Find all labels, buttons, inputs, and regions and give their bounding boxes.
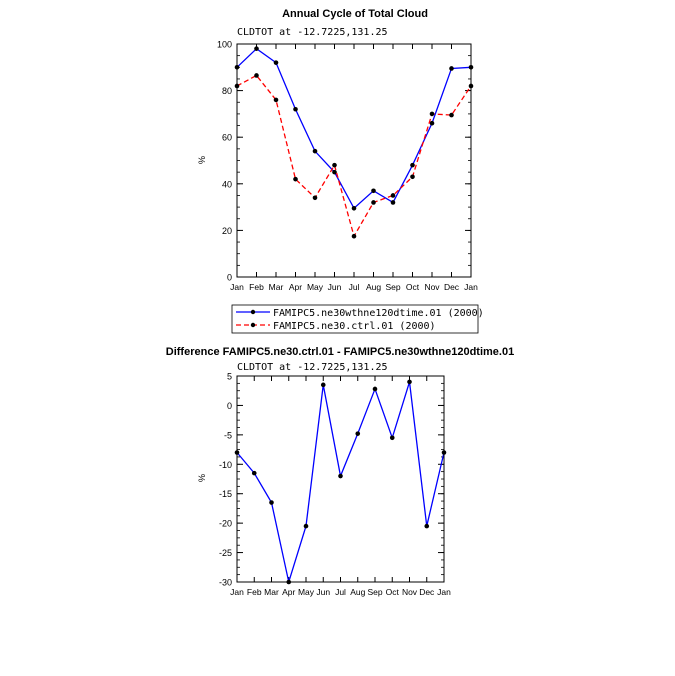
annual-cycle-chart: Annual Cycle of Total Cloud CLDTOT at -1…: [197, 8, 478, 292]
top-xtick-label: Feb: [249, 282, 264, 292]
top-series-1-point: [351, 233, 357, 239]
bottom-xtick-label: Apr: [282, 587, 295, 597]
bottom-ytick-label: -30: [219, 578, 232, 588]
bottom-xtick-label: Jun: [316, 587, 330, 597]
top-series-1-point: [273, 97, 279, 103]
top-xtick-label: Jul: [349, 282, 360, 292]
bottom-ytick-label: -5: [224, 430, 232, 440]
legend-item-red: FAMIPC5.ne30.ctrl.01 (2000): [236, 321, 436, 332]
top-xtick-label: Jan: [464, 282, 478, 292]
top-chart-subtitle: CLDTOT at -12.7225,131.25: [237, 27, 388, 38]
legend-label-red: FAMIPC5.ne30.ctrl.01 (2000): [273, 321, 436, 332]
top-ytick-label: 60: [222, 133, 232, 143]
top-series-1-point: [332, 162, 337, 168]
legend-item-blue: FAMIPC5.ne30wthne120dtime.01 (2000): [236, 308, 484, 319]
bottom-series-line-0: [236, 381, 445, 585]
bottom-ytick-label: -25: [219, 548, 232, 558]
top-xtick-label: Aug: [366, 282, 381, 292]
bottom-chart-subtitle: CLDTOT at -12.7225,131.25: [237, 362, 388, 373]
top-series-1-point: [312, 195, 318, 201]
bottom-chart-ylabel: %: [197, 474, 207, 482]
bottom-xtick-label: Mar: [264, 587, 279, 597]
top-series-0-point: [390, 200, 396, 205]
top-series-1-point: [254, 73, 259, 78]
top-chart-frame: [236, 43, 472, 278]
legend-marker-blue: [250, 309, 256, 315]
bottom-series-0-point: [251, 470, 257, 476]
top-series-0-point: [273, 60, 279, 65]
bottom-series-0-point: [320, 382, 326, 388]
bottom-series-0-point: [389, 435, 395, 441]
bottom-xtick-label: May: [298, 587, 315, 597]
top-series-line-1: [236, 74, 472, 238]
top-series-0-point: [410, 162, 415, 168]
top-xtick-label: Jan: [230, 282, 244, 292]
bottom-ytick-label: -20: [219, 519, 232, 529]
bottom-series-0-point: [269, 500, 274, 505]
bottom-ytick-label: 5: [227, 372, 232, 382]
bottom-ytick-label: -10: [219, 460, 232, 470]
top-ytick-label: 80: [222, 86, 232, 96]
bottom-chart-title: Difference FAMIPC5.ne30.ctrl.01 - FAMIPC…: [166, 346, 514, 358]
difference-chart: Difference FAMIPC5.ne30.ctrl.01 - FAMIPC…: [166, 346, 514, 597]
top-chart-legend: FAMIPC5.ne30wthne120dtime.01 (2000) FAMI…: [231, 304, 484, 334]
top-xtick-label: Apr: [289, 282, 302, 292]
top-xtick-label: Mar: [269, 282, 284, 292]
bottom-ytick-label: 0: [227, 401, 232, 411]
top-ytick-label: 20: [222, 226, 232, 236]
bottom-xtick-label: Nov: [402, 587, 418, 597]
bottom-xtick-label: Dec: [419, 587, 435, 597]
bottom-xtick-label: Oct: [386, 587, 400, 597]
top-series-line-0: [236, 47, 472, 210]
bottom-series-0-point: [338, 473, 343, 479]
top-series-1-point: [410, 174, 415, 180]
top-series-0-point: [351, 205, 357, 211]
bottom-series-0-point: [424, 523, 430, 529]
bottom-xtick-label: Aug: [350, 587, 365, 597]
top-ytick-label: 0: [227, 273, 232, 283]
bottom-series-0-point: [303, 523, 309, 529]
bottom-xtick-label: Jan: [230, 587, 244, 597]
top-series-0-point: [449, 66, 454, 71]
top-ytick-label: 100: [217, 40, 232, 50]
top-xtick-label: Jun: [328, 282, 342, 292]
top-series-0-point: [429, 120, 435, 126]
top-xtick-label: Oct: [406, 282, 420, 292]
bottom-series-0-point: [372, 386, 378, 392]
top-xtick-label: May: [307, 282, 324, 292]
top-xtick-label: Sep: [385, 282, 400, 292]
bottom-xtick-label: Sep: [367, 587, 382, 597]
bottom-series-0-point: [407, 379, 412, 385]
top-series-1-point: [449, 112, 454, 118]
top-ytick-label: 40: [222, 179, 232, 189]
bottom-series-0-point: [355, 431, 361, 436]
top-series-1-point: [293, 176, 298, 182]
top-xtick-label: Nov: [424, 282, 440, 292]
legend-frame: [231, 304, 479, 334]
top-series-0-point: [293, 106, 298, 112]
top-chart-ylabel: %: [197, 156, 207, 164]
bottom-xtick-label: Feb: [247, 587, 262, 597]
top-series-0-point: [254, 46, 259, 51]
legend-label-blue: FAMIPC5.ne30wthne120dtime.01 (2000): [273, 308, 484, 319]
bottom-xtick-label: Jan: [437, 587, 451, 597]
top-series-0-point: [312, 148, 318, 154]
top-series-1-point: [429, 111, 435, 117]
bottom-ytick-label: -15: [219, 489, 232, 499]
top-chart-title: Annual Cycle of Total Cloud: [282, 8, 428, 20]
top-series-1-point: [390, 193, 396, 198]
legend-marker-red: [250, 322, 256, 328]
top-series-1-point: [371, 200, 376, 205]
top-series-0-point: [371, 188, 376, 194]
bottom-xtick-label: Jul: [335, 587, 346, 597]
bottom-chart-frame: [236, 375, 445, 583]
top-xtick-label: Dec: [444, 282, 460, 292]
top-series-0-point: [332, 169, 337, 175]
